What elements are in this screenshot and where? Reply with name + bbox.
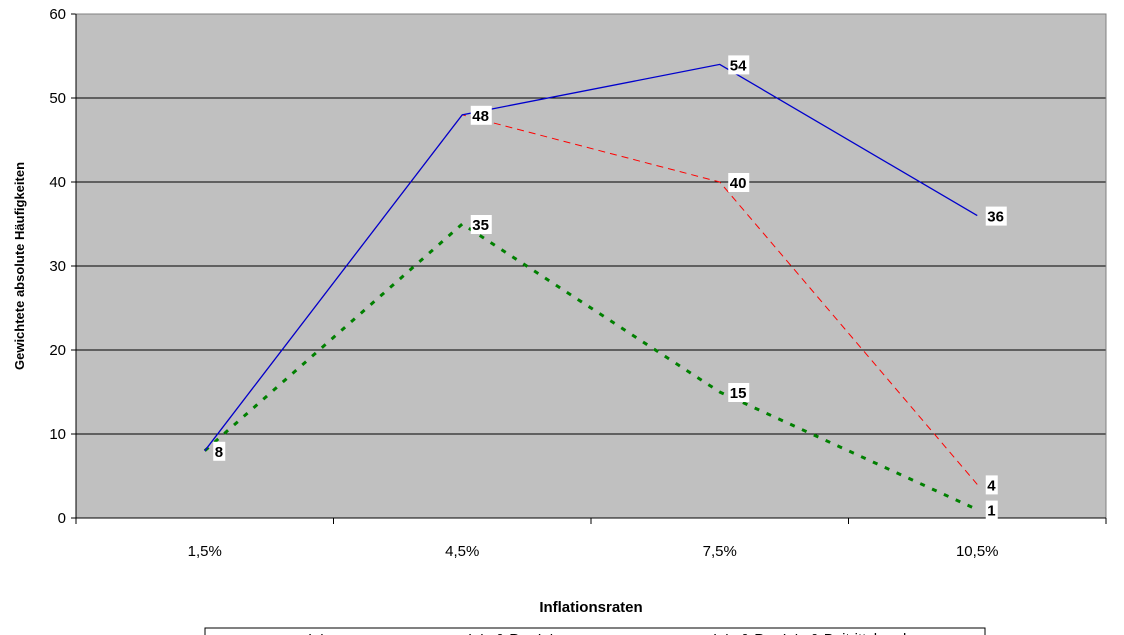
data-label-text: 4 [987,477,996,494]
legend: In's In's & Pre-In's In's & Pre-In's & Bei… [204,627,986,635]
data-label-box [728,173,750,192]
data-label-box [985,475,998,495]
data-label: 35 [470,215,492,234]
data-label-text: 35 [472,217,489,234]
legend-label-1: In's & Pre-In's [468,631,560,635]
data-label-text: 40 [730,175,747,192]
data-label: 15 [728,383,750,402]
series-line-0 [203,222,978,511]
y-tick-label: 30 [49,258,66,275]
data-label-box [728,383,750,402]
x-axis-title: Inflationsraten [539,599,642,616]
data-label-box [728,55,750,75]
data-label: 48 [470,105,492,125]
data-label: 40 [728,173,750,192]
data-label-box [470,105,492,125]
data-label-text: 48 [472,108,489,125]
data-label-box [213,441,226,461]
legend-label-2: In's & Pre-In's & Beitrittskand. [713,631,910,635]
legend-label-0: In's [308,631,331,635]
data-label-text: 54 [730,57,747,74]
y-tick-label: 60 [49,6,66,23]
series-lines [203,63,978,511]
x-tick-label: 1,5% [188,543,222,560]
data-label-box [470,215,492,234]
data-label: 1 [985,500,998,520]
data-label-box [985,206,1007,226]
y-axis-title: Gewichtete absolute Häufigkeiten [12,162,27,370]
data-label: 4 [985,475,998,495]
data-label: 36 [985,206,1007,226]
y-tick-label: 10 [49,426,66,443]
data-label-box [985,500,998,520]
data-label: 8 [213,441,226,461]
data-label-text: 1 [987,503,995,520]
x-tick-label: 4,5% [445,543,479,560]
y-tick-label: 0 [58,510,66,527]
data-label-text: 8 [215,444,223,461]
y-tick-label: 20 [49,342,66,359]
y-tick-label: 50 [49,90,66,107]
y-tick-label: 40 [49,174,66,191]
legend-box [204,627,986,635]
x-tick-label: 10,5% [956,543,999,560]
axes: 0 10 20 30 40 50 60 1,5% 4,5% 7,5% 10,5% [49,6,1107,560]
x-tick-label: 7,5% [703,543,737,560]
series-line-2 [204,63,978,452]
data-label-text: 15 [730,385,747,402]
series-line-1 [204,114,978,485]
data-label: 54 [728,55,750,75]
data-label-text: 36 [987,209,1004,226]
